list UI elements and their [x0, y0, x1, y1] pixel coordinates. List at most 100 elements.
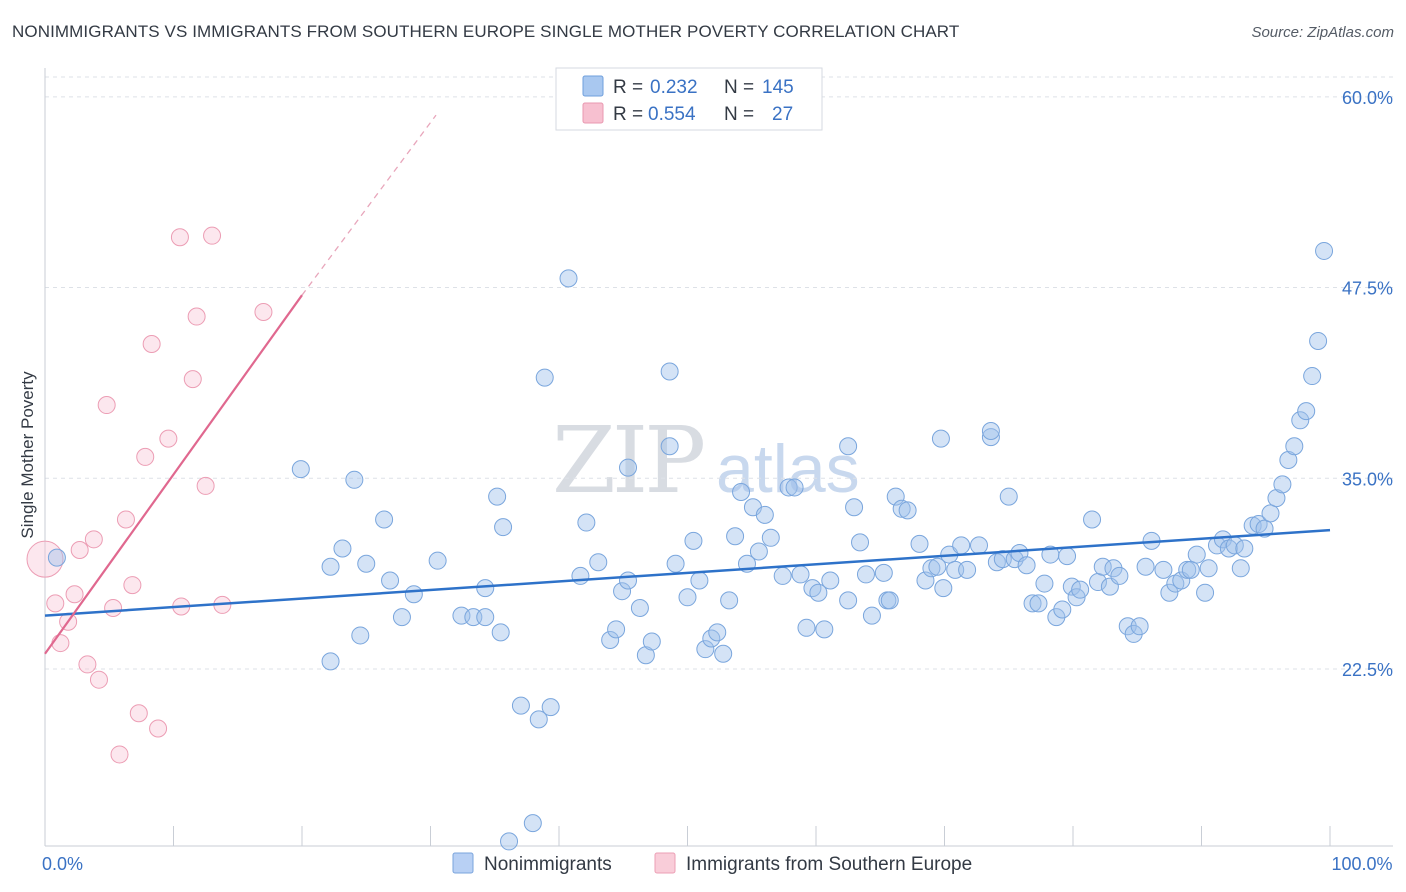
- nonimmigrants-point: [922, 559, 941, 578]
- immigrants-point: [254, 302, 273, 321]
- immigrants-point: [84, 530, 103, 549]
- nonimmigrants-point: [375, 510, 394, 529]
- nonimmigrants-point: [589, 553, 608, 572]
- nonimmigrants-point: [862, 606, 881, 625]
- nonimmigrants-point: [392, 608, 411, 627]
- nonimmigrants-point: [1029, 594, 1048, 613]
- watermark-atlas: atlas: [716, 431, 860, 507]
- legend-n-value-1: 27: [772, 104, 793, 125]
- nonimmigrants-point: [1136, 557, 1155, 576]
- nonimmigrants-point: [1023, 594, 1042, 613]
- axes: [44, 68, 1393, 847]
- nonimmigrants-point: [1267, 489, 1286, 508]
- immigrants-point: [129, 704, 148, 723]
- source-credit: Source: ZipAtlas.com: [1251, 24, 1394, 41]
- legend-n-value-0: 145: [762, 77, 794, 98]
- legend-r-label-1: R =: [613, 104, 643, 125]
- y-axis-title: Single Mother Poverty: [18, 371, 37, 539]
- nonimmigrants-point: [809, 583, 828, 602]
- nonimmigrants-point: [714, 644, 733, 663]
- nonimmigrants-point: [696, 640, 715, 659]
- nonimmigrants-point: [476, 608, 495, 627]
- nonimmigrants-point: [321, 652, 340, 671]
- nonimmigrants-point: [981, 428, 1000, 447]
- nonimmigrants-point: [892, 499, 911, 518]
- nonimmigrants-point: [381, 571, 400, 590]
- nonimmigrants-point: [678, 588, 697, 607]
- nonimmigrants-point: [291, 460, 310, 479]
- nonimmigrants-point: [1279, 450, 1298, 469]
- nonimmigrants-point: [1303, 367, 1322, 386]
- nonimmigrants-point: [1130, 617, 1149, 636]
- nonimmigrants-point: [351, 626, 370, 645]
- nonimmigrants-point: [476, 579, 495, 598]
- chart-title: NONIMMIGRANTS VS IMMIGRANTS FROM SOUTHER…: [12, 22, 960, 41]
- nonimmigrants-point: [1261, 504, 1280, 523]
- nonimmigrants-point: [821, 571, 840, 590]
- nonimmigrants-point: [1199, 559, 1218, 578]
- nonimmigrants-point: [494, 518, 513, 537]
- nonimmigrants-point: [845, 498, 864, 517]
- watermark-zip: ZIP: [552, 407, 703, 514]
- nonimmigrants-point: [779, 478, 798, 497]
- nonimmigrants-point: [1154, 560, 1173, 579]
- legend-swatch-blue: [582, 75, 604, 97]
- nonimmigrants-point: [851, 533, 870, 552]
- nonimmigrants-point: [839, 437, 858, 456]
- immigrants-point: [89, 670, 108, 689]
- y-tick-label-2: 47.5%: [1342, 279, 1393, 299]
- immigrants-point: [65, 585, 84, 604]
- nonimmigrants-point: [856, 565, 875, 584]
- immigrants-point: [78, 655, 97, 674]
- bottom-legend-label-immigrants: Immigrants from Southern Europe: [686, 854, 972, 875]
- y-tick-labels: 22.5% 35.0% 47.5% 60.0%: [1342, 88, 1393, 680]
- nonimmigrants-point: [761, 528, 780, 547]
- immigrants-point: [116, 510, 135, 529]
- nonimmigrants-point: [785, 478, 804, 497]
- nonimmigrants-point: [1071, 580, 1090, 599]
- nonimmigrants-point: [1273, 475, 1292, 494]
- nonimmigrants-point: [1058, 547, 1077, 566]
- y-tick-label-3: 60.0%: [1342, 88, 1393, 108]
- immigrants-point: [183, 370, 202, 389]
- immigrants-point: [51, 634, 70, 653]
- nonimmigrants-point: [684, 531, 703, 550]
- x-tick-label-0: 0.0%: [42, 854, 83, 874]
- immigrants-point: [170, 228, 189, 247]
- nonimmigrants-point: [839, 591, 858, 610]
- nonimmigrants-point: [958, 560, 977, 579]
- nonimmigrants-point: [815, 620, 834, 639]
- immigrants-trend-extension: [301, 114, 437, 296]
- series-nonimmigrants-points: [47, 241, 1334, 851]
- x-tick-label-1: 100.0%: [1331, 854, 1392, 874]
- immigrants-point: [136, 447, 155, 466]
- y-tick-label-1: 35.0%: [1342, 469, 1393, 489]
- nonimmigrants-point: [1053, 600, 1072, 619]
- legend-swatch-pink: [582, 102, 604, 124]
- nonimmigrants-point: [428, 551, 447, 570]
- x-tick-labels: 0.0% 100.0%: [42, 854, 1393, 874]
- series-immigrants-points: [26, 226, 273, 764]
- nonimmigrants-point: [910, 534, 929, 553]
- nonimmigrants-point: [1110, 566, 1129, 585]
- nonimmigrants-point: [1181, 560, 1200, 579]
- nonimmigrants-point: [541, 698, 560, 717]
- nonimmigrants-point: [1160, 583, 1179, 602]
- nonimmigrants-point: [1235, 539, 1254, 558]
- legend-r-value-0: 0.232: [650, 77, 698, 98]
- nonimmigrants-point: [1309, 331, 1328, 350]
- y-tick-label-0: 22.5%: [1342, 660, 1393, 680]
- nonimmigrants-point: [755, 505, 774, 524]
- nonimmigrants-point: [1291, 411, 1310, 430]
- nonimmigrants-point: [1196, 583, 1215, 602]
- nonimmigrants-point: [1255, 519, 1274, 538]
- nonimmigrants-point: [1187, 545, 1206, 564]
- nonimmigrants-point: [559, 269, 578, 288]
- nonimmigrants-point: [1231, 559, 1250, 578]
- nonimmigrants-point: [970, 536, 989, 555]
- nonimmigrants-point: [607, 620, 626, 639]
- immigrants-point: [104, 598, 123, 617]
- nonimmigrants-point: [529, 710, 548, 729]
- legend-r-value-1: 0.554: [648, 104, 696, 125]
